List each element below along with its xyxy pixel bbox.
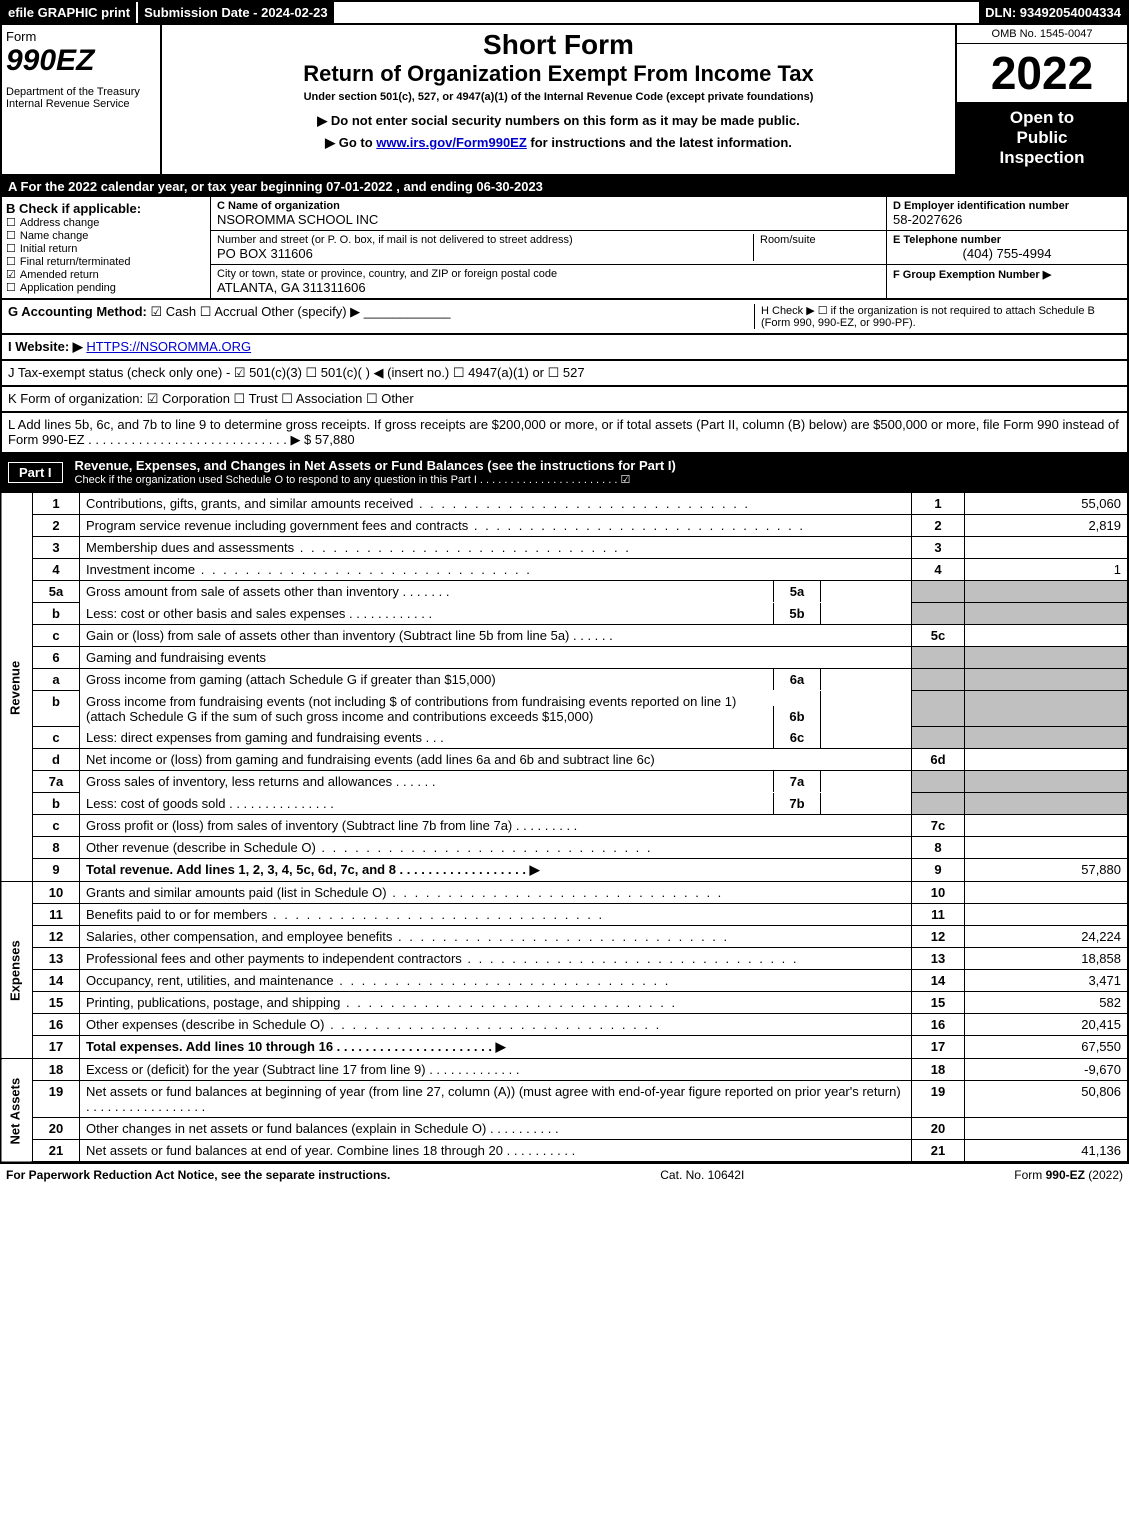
org-name: NSOROMMA SCHOOL INC <box>217 212 880 227</box>
k-org-form: K Form of organization: ☑ Corporation ☐ … <box>0 387 1129 413</box>
footer-left: For Paperwork Reduction Act Notice, see … <box>6 1168 390 1182</box>
j-tax-status: J Tax-exempt status (check only one) - ☑… <box>0 361 1129 387</box>
main-title: Return of Organization Exempt From Incom… <box>166 61 951 87</box>
subtitle: Under section 501(c), 527, or 4947(a)(1)… <box>166 91 951 103</box>
irs-link[interactable]: www.irs.gov/Form990EZ <box>376 135 527 150</box>
col-c: C Name of organization NSOROMMA SCHOOL I… <box>211 197 886 298</box>
revenue-vlabel: Revenue <box>1 493 33 882</box>
section-bcdef: B Check if applicable: ☐Address change ☐… <box>0 197 1129 300</box>
title-right: OMB No. 1545-0047 2022 Open to Public In… <box>955 25 1127 174</box>
title-mid: Short Form Return of Organization Exempt… <box>162 25 955 174</box>
line-1-text: Contributions, gifts, grants, and simila… <box>80 493 912 515</box>
c-label: C Name of organization <box>217 200 880 212</box>
header-bar: efile GRAPHIC print Submission Date - 20… <box>0 0 1129 25</box>
submission-date: Submission Date - 2024-02-23 <box>136 2 334 23</box>
i-website-row: I Website: ▶ HTTPS://NSOROMMA.ORG <box>0 335 1129 361</box>
phone: (404) 755-4994 <box>893 246 1121 261</box>
check-pending[interactable]: ☐ <box>6 282 16 294</box>
b-label: B Check if applicable: <box>6 201 206 216</box>
form-id-block: Form 990EZ Department of the Treasury In… <box>2 25 162 174</box>
form-number: 990EZ <box>6 44 156 78</box>
street: PO BOX 311606 <box>217 246 753 261</box>
l-gross-receipts: L Add lines 5b, 6c, and 7b to line 9 to … <box>0 413 1129 454</box>
ein: 58-2027626 <box>893 212 1121 227</box>
col-b: B Check if applicable: ☐Address change ☐… <box>2 197 211 298</box>
short-form-title: Short Form <box>166 29 951 61</box>
check-name[interactable]: ☐ <box>6 230 16 242</box>
netassets-vlabel: Net Assets <box>1 1059 33 1163</box>
h-check: H Check ▶ ☐ if the organization is not r… <box>754 304 1121 329</box>
g-accounting: G Accounting Method: ☑ Cash ☐ Accrual Ot… <box>8 304 754 329</box>
f-label: F Group Exemption Number ▶ <box>893 268 1121 281</box>
form-word: Form <box>6 29 156 44</box>
check-address[interactable]: ☐ <box>6 217 16 229</box>
check-final[interactable]: ☐ <box>6 256 16 268</box>
part-1-sub: Check if the organization used Schedule … <box>75 473 1121 486</box>
col-def: D Employer identification number 58-2027… <box>886 197 1127 298</box>
part-label: Part I <box>8 462 63 483</box>
open-to-public: Open to Public Inspection <box>957 102 1127 174</box>
check-initial[interactable]: ☐ <box>6 243 16 255</box>
footer-right: Form 990-EZ (2022) <box>1014 1168 1123 1182</box>
street-label: Number and street (or P. O. box, if mail… <box>217 234 753 246</box>
part-1-header: Part I Revenue, Expenses, and Changes in… <box>0 454 1129 492</box>
expenses-vlabel: Expenses <box>1 882 33 1059</box>
part-1-table: Revenue 1 Contributions, gifts, grants, … <box>0 492 1129 1163</box>
e-label: E Telephone number <box>893 234 1121 246</box>
title-block: Form 990EZ Department of the Treasury In… <box>0 25 1129 176</box>
check-amended[interactable]: ☑ <box>6 269 16 281</box>
page-footer: For Paperwork Reduction Act Notice, see … <box>0 1163 1129 1186</box>
footer-cat: Cat. No. 10642I <box>660 1168 744 1182</box>
tax-year: 2022 <box>957 44 1127 102</box>
city: ATLANTA, GA 311311606 <box>217 280 880 295</box>
website-link[interactable]: HTTPS://NSOROMMA.ORG <box>86 339 251 354</box>
line-a: A For the 2022 calendar year, or tax yea… <box>0 176 1129 197</box>
part-1-title: Revenue, Expenses, and Changes in Net As… <box>75 458 1121 473</box>
d-label: D Employer identification number <box>893 200 1121 212</box>
city-label: City or town, state or province, country… <box>217 268 880 280</box>
dln-label: DLN: 93492054004334 <box>979 2 1127 23</box>
dept-line-2: Internal Revenue Service <box>6 98 156 110</box>
gh-row: G Accounting Method: ☑ Cash ☐ Accrual Ot… <box>0 300 1129 335</box>
note-goto: ▶ Go to www.irs.gov/Form990EZ for instru… <box>166 135 951 151</box>
line-1-amt: 55,060 <box>965 493 1129 515</box>
efile-label: efile GRAPHIC print <box>2 2 136 23</box>
dept-line-1: Department of the Treasury <box>6 86 156 98</box>
note-ssn: ▶ Do not enter social security numbers o… <box>166 113 951 129</box>
room-label: Room/suite <box>760 234 880 246</box>
omb-number: OMB No. 1545-0047 <box>957 25 1127 44</box>
